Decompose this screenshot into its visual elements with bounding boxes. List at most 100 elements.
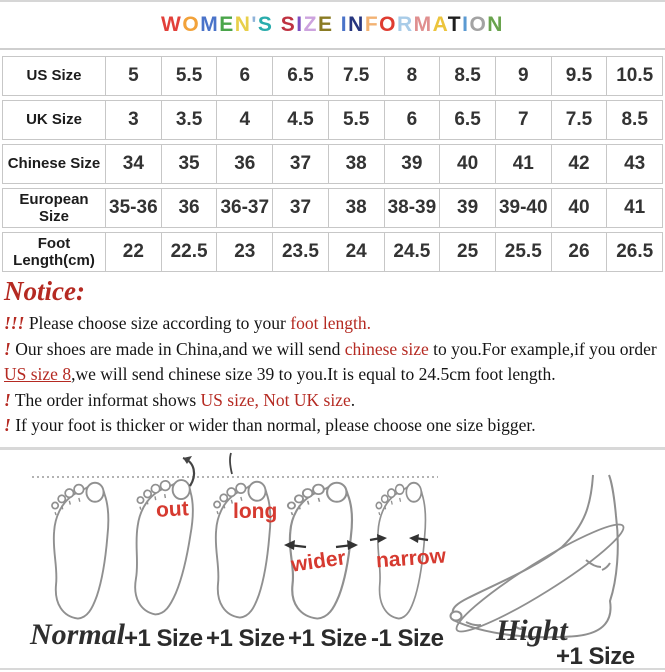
size-table-cell: 35 [160,145,217,183]
title-letter: A [432,13,448,36]
title-letter: M [200,13,220,36]
size-table-cell: 26 [550,233,607,271]
size-table-cell: 24 [327,233,384,271]
section-divider [0,446,665,450]
size-table-cell: 40 [439,145,495,183]
size-table-cell: 37 [272,145,328,183]
title-letter: N [487,13,504,36]
size-table-cell: 3.5 [160,101,217,139]
size-table-cell: 23 [216,233,272,271]
wider-arrows [284,539,358,550]
caption-plus1-out: +1 Size [124,624,203,652]
notice-text-segment: US size 8 [4,364,72,384]
notice-text-segment: ! [4,389,11,410]
foot-label-long: long [233,499,278,523]
notice-text-segment: ,we will send chinese size 39 to you.It … [71,364,556,384]
caption-hight: Hight [496,613,568,647]
notice-text-segment: chinese size [344,338,429,359]
size-table-row: US Size 5 5.5 6 6.5 7.5 8 8.5 9 9.5 10.5 [2,56,663,96]
size-table-cell: 41 [494,145,551,183]
size-table-cell: 36 [160,189,217,227]
title-letter: N [234,13,252,36]
size-table-cell: 9.5 [550,57,607,95]
size-table-cell: 39 [383,145,440,183]
title-letter: E [219,13,235,36]
size-table-row: European Size 35-36 36 36-37 37 38 38-39 39 39-4… [2,188,663,228]
notice-heading: Notice: [4,276,85,306]
size-table-cell: 7.5 [550,101,607,139]
size-table-cell: 7 [494,101,551,139]
size-table-cell: 8.5 [606,101,662,139]
notice-text-segment: ! [4,415,11,435]
notice-text-segment: Please choose size according to your [24,313,291,333]
size-table-cell: 6.5 [272,57,328,95]
foot-outline-normal [51,481,110,620]
foot-label-narrow: narrow [375,544,447,572]
caption-plus1-long: +1 Size [206,624,285,652]
size-table-cell: 26.5 [606,233,662,271]
size-table-cell: 38-39 [383,189,440,227]
title-letter: O [469,13,488,36]
title-letter: E [317,13,334,36]
title-letter: N [348,13,365,36]
notice-text-segment: to you.For example,if you order [428,338,657,359]
size-table-cell: 5.5 [327,101,384,139]
size-table-cell: 39 [439,189,495,227]
notice-line: ! Our shoes are made in China,and we wil… [4,337,661,363]
size-table-cell: 42 [550,145,607,183]
title-letter: W [161,13,183,36]
caption-normal: Normal [30,617,126,651]
bottom-edge-line [0,667,665,670]
size-table-cell: 36-37 [216,189,272,227]
notice-text-segment: foot length. [290,313,371,333]
notice-text-segment: If your foot is thicker or wider than no… [10,415,536,435]
size-table-cell: 6 [216,57,272,95]
caption-minus1-narrow: -1 Size [371,624,444,652]
notice-text-segment: The order informat shows [10,389,201,410]
title-letter: Z [303,13,318,36]
title-letter: I [462,13,470,36]
size-table-cell: 22.5 [160,233,217,271]
foot-diagram-art [32,452,625,638]
notice-line: ! The order informat shows US size, Not … [4,388,661,414]
size-table-cell: 6.5 [439,101,495,139]
size-table-cell: 35-36 [105,189,161,227]
title-letter: F [364,13,380,36]
size-table-cell: 8 [383,57,440,95]
size-table-row-label: Foot Length(cm) [13,234,95,269]
size-table-row-label: Chinese Size [7,155,101,173]
title-letter: T [447,13,463,36]
title-letter: I [296,13,304,36]
size-table-cell: 34 [105,145,161,183]
size-table-row: Chinese Size 34 35 36 37 38 39 40 41 42 43 [2,144,663,184]
size-table-cell: 3 [105,101,161,139]
size-table-cell: 38 [327,145,384,183]
notice-text-segment: US size, Not UK size [200,389,351,410]
size-table-cell: 5 [105,57,161,95]
title-letter: O [379,13,397,36]
notice-text-segment: ! [4,338,11,359]
foot-label-out: out [155,496,190,522]
size-table-row-label: UK Size [26,111,82,129]
size-table-cell: 24.5 [383,233,440,271]
size-table-cell: 36 [216,145,272,183]
size-table-cell: 4 [216,101,272,139]
notice-lines: !!! Please choose size according to your… [4,311,661,439]
size-table-cell: 8.5 [439,57,495,95]
size-table-cell: 5.5 [160,57,217,95]
notice-text-segment: . [350,389,356,410]
top-edge-line [0,0,665,2]
title-letter [333,13,340,36]
size-table-cell: 41 [606,189,662,227]
title-letter [273,13,280,36]
notice-line: US size 8,we will send chinese size 39 t… [4,362,661,388]
title-letter: R [396,13,414,36]
title-divider [0,48,665,50]
out-arrow [182,455,196,487]
size-table-row: UK Size 3 3.5 4 4.5 5.5 6 6.5 7 7.5 8.5 [2,100,663,140]
page-title: WOMEN'S SIZE INFORMATION [0,11,665,39]
title-letter: S [280,13,297,36]
narrow-arrows [369,533,429,543]
size-table-cell: 4.5 [272,101,328,139]
size-table-cell: 38 [327,189,384,227]
